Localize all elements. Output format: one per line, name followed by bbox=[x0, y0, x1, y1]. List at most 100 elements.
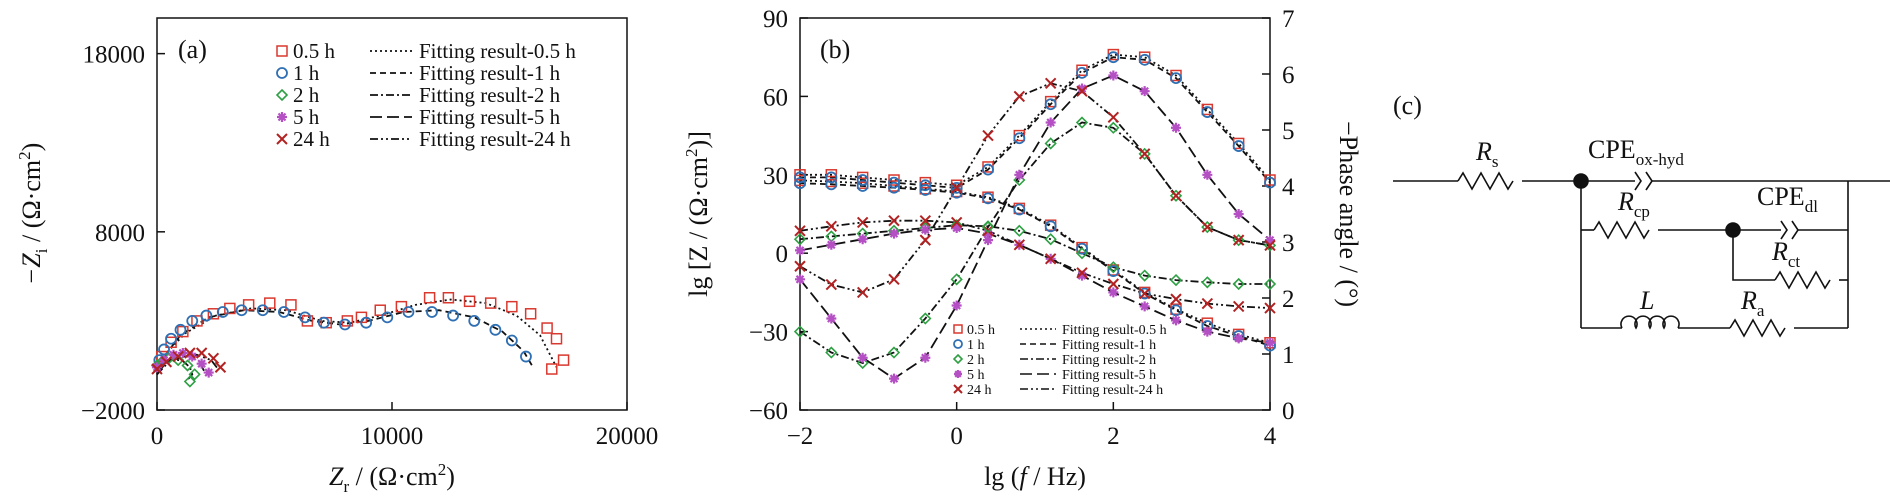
a-legend-fit-label: Fitting result-0.5 h bbox=[419, 39, 576, 63]
b-phase-point-2 bbox=[793, 325, 807, 338]
a-point-0 bbox=[242, 299, 255, 311]
b-modulus-point-2 bbox=[1169, 273, 1183, 287]
b-phase-point-3 bbox=[795, 274, 805, 285]
b-xtick-label: 2 bbox=[1107, 423, 1120, 450]
a-point-0 bbox=[264, 297, 276, 309]
b-y2tick-label: 3 bbox=[1282, 230, 1295, 257]
b-ytick-label: 30 bbox=[763, 163, 788, 190]
a-point-1 bbox=[277, 306, 290, 318]
b-phase-point-4 bbox=[794, 260, 806, 272]
b-modulus-point-2 bbox=[793, 233, 807, 246]
b-phase-point-1 bbox=[1138, 53, 1151, 66]
b-modulus-point-1 bbox=[794, 177, 806, 190]
b-modulus-point-3 bbox=[795, 245, 805, 256]
a-point-0 bbox=[224, 302, 236, 315]
b-phase-point-4 bbox=[1044, 77, 1057, 90]
b-legend-label: 24 h bbox=[967, 383, 992, 398]
b-y2tick-label: 0 bbox=[1282, 398, 1295, 425]
b-legend-fit-label: Fitting result-5 h bbox=[1062, 368, 1156, 383]
a-point-0 bbox=[177, 325, 189, 338]
a-point-1 bbox=[426, 306, 438, 318]
b-modulus-point-1 bbox=[1107, 265, 1120, 278]
b-modulus-point-4 bbox=[1170, 293, 1182, 305]
a-point-3 bbox=[203, 367, 214, 378]
panel-a-ticks: 0 10000 20000 −2000 8000 18000 bbox=[81, 42, 658, 450]
a-legend-marker bbox=[276, 133, 288, 145]
b-phase-point-2 bbox=[981, 220, 995, 234]
a-point-0 bbox=[557, 354, 570, 366]
b-modulus-point-3 bbox=[920, 224, 931, 235]
a-point-1 bbox=[256, 304, 269, 317]
a-legend-marker bbox=[276, 67, 288, 79]
a-point-1 bbox=[186, 315, 199, 327]
b-ytick-label: −30 bbox=[749, 320, 788, 347]
a-point-4 bbox=[214, 361, 227, 373]
b-modulus-point-2 bbox=[1044, 233, 1057, 246]
b-phase-point-3 bbox=[1265, 235, 1275, 246]
b-y2tick-label: 2 bbox=[1282, 286, 1295, 313]
a-point-2 bbox=[183, 375, 197, 388]
panel-b-data bbox=[793, 48, 1277, 384]
a-point-4 bbox=[160, 356, 173, 368]
a-point-0 bbox=[165, 336, 177, 349]
b-y2tick-label: 7 bbox=[1282, 6, 1295, 33]
a-point-1 bbox=[489, 323, 502, 336]
b-phase-fit-3 bbox=[799, 74, 1271, 380]
b-modulus-point-3 bbox=[1139, 301, 1150, 312]
a-xtick-label: 20000 bbox=[596, 423, 659, 450]
resistor-rs bbox=[1457, 171, 1514, 191]
a-point-4 bbox=[172, 350, 184, 363]
b-legend-marker bbox=[953, 324, 963, 334]
b-legend-fit-label: Fitting result-0.5 h bbox=[1062, 323, 1167, 338]
b-modulus-point-3 bbox=[951, 223, 962, 233]
b-phase-point-4 bbox=[919, 234, 932, 246]
b-legend-marker bbox=[953, 339, 963, 349]
a-point-3 bbox=[152, 362, 162, 373]
b-phase-point-1 bbox=[1107, 51, 1120, 64]
panel-a-legend: 0.5 h Fitting result-0.5 h 1 h Fitting resu… bbox=[275, 39, 576, 151]
a-ytick-label: 18000 bbox=[83, 42, 146, 69]
b-modulus-point-3 bbox=[1108, 287, 1119, 298]
label-rs: Rs bbox=[1475, 137, 1499, 171]
a-point-1 bbox=[505, 334, 518, 347]
a-point-4 bbox=[207, 352, 220, 365]
a-legend-fit-label: Fitting result-5 h bbox=[419, 105, 561, 129]
wire-node2-down bbox=[1732, 230, 1775, 281]
a-point-3 bbox=[196, 358, 207, 369]
b-modulus-point-3 bbox=[1202, 326, 1213, 337]
b-phase-point-2 bbox=[950, 273, 963, 286]
b-modulus-point-2 bbox=[1138, 269, 1151, 282]
b-legend-marker bbox=[954, 370, 962, 378]
b-modulus-point-4 bbox=[1013, 239, 1026, 251]
b-phase-point-1 bbox=[1170, 72, 1182, 85]
b-modulus-point-2 bbox=[1013, 224, 1026, 237]
b-legend-label: 5 h bbox=[967, 368, 985, 383]
resistor-ra bbox=[1729, 318, 1786, 338]
a-xtick-label: 0 bbox=[151, 423, 164, 450]
b-legend-label: 0.5 h bbox=[967, 323, 995, 338]
a-point-2 bbox=[181, 359, 194, 372]
b-modulus-point-4 bbox=[1076, 267, 1088, 279]
label-rcp: Rcp bbox=[1617, 187, 1650, 221]
a-legend-marker bbox=[275, 88, 289, 102]
a-ytick-label: 8000 bbox=[95, 220, 145, 247]
b-phase-point-3 bbox=[920, 352, 931, 363]
a-point-1 bbox=[235, 304, 248, 317]
panel-a-ylabel: −Zi / (Ω·cm2) bbox=[15, 143, 51, 286]
panel-b-y2label: −Phase angle / (°) bbox=[1334, 121, 1363, 307]
b-phase-point-4 bbox=[950, 182, 963, 194]
a-point-0 bbox=[395, 300, 408, 313]
label-rct: Rct bbox=[1771, 237, 1800, 271]
b-ytick-label: 0 bbox=[776, 241, 789, 268]
panel-a-xlabel: Zr / (Ω·cm2) bbox=[329, 460, 455, 496]
b-phase-point-3 bbox=[857, 352, 868, 363]
a-point-0 bbox=[506, 300, 518, 313]
a-legend-fit-label: Fitting result-2 h bbox=[419, 83, 561, 107]
b-modulus-fit-0 bbox=[799, 179, 1271, 344]
a-point-1 bbox=[200, 309, 213, 322]
b-phase-point-2 bbox=[1232, 234, 1245, 247]
b-phase-point-3 bbox=[1014, 169, 1025, 180]
b-phase-point-1 bbox=[1076, 66, 1088, 79]
a-point-2 bbox=[188, 368, 201, 381]
b-legend-marker bbox=[952, 353, 964, 365]
